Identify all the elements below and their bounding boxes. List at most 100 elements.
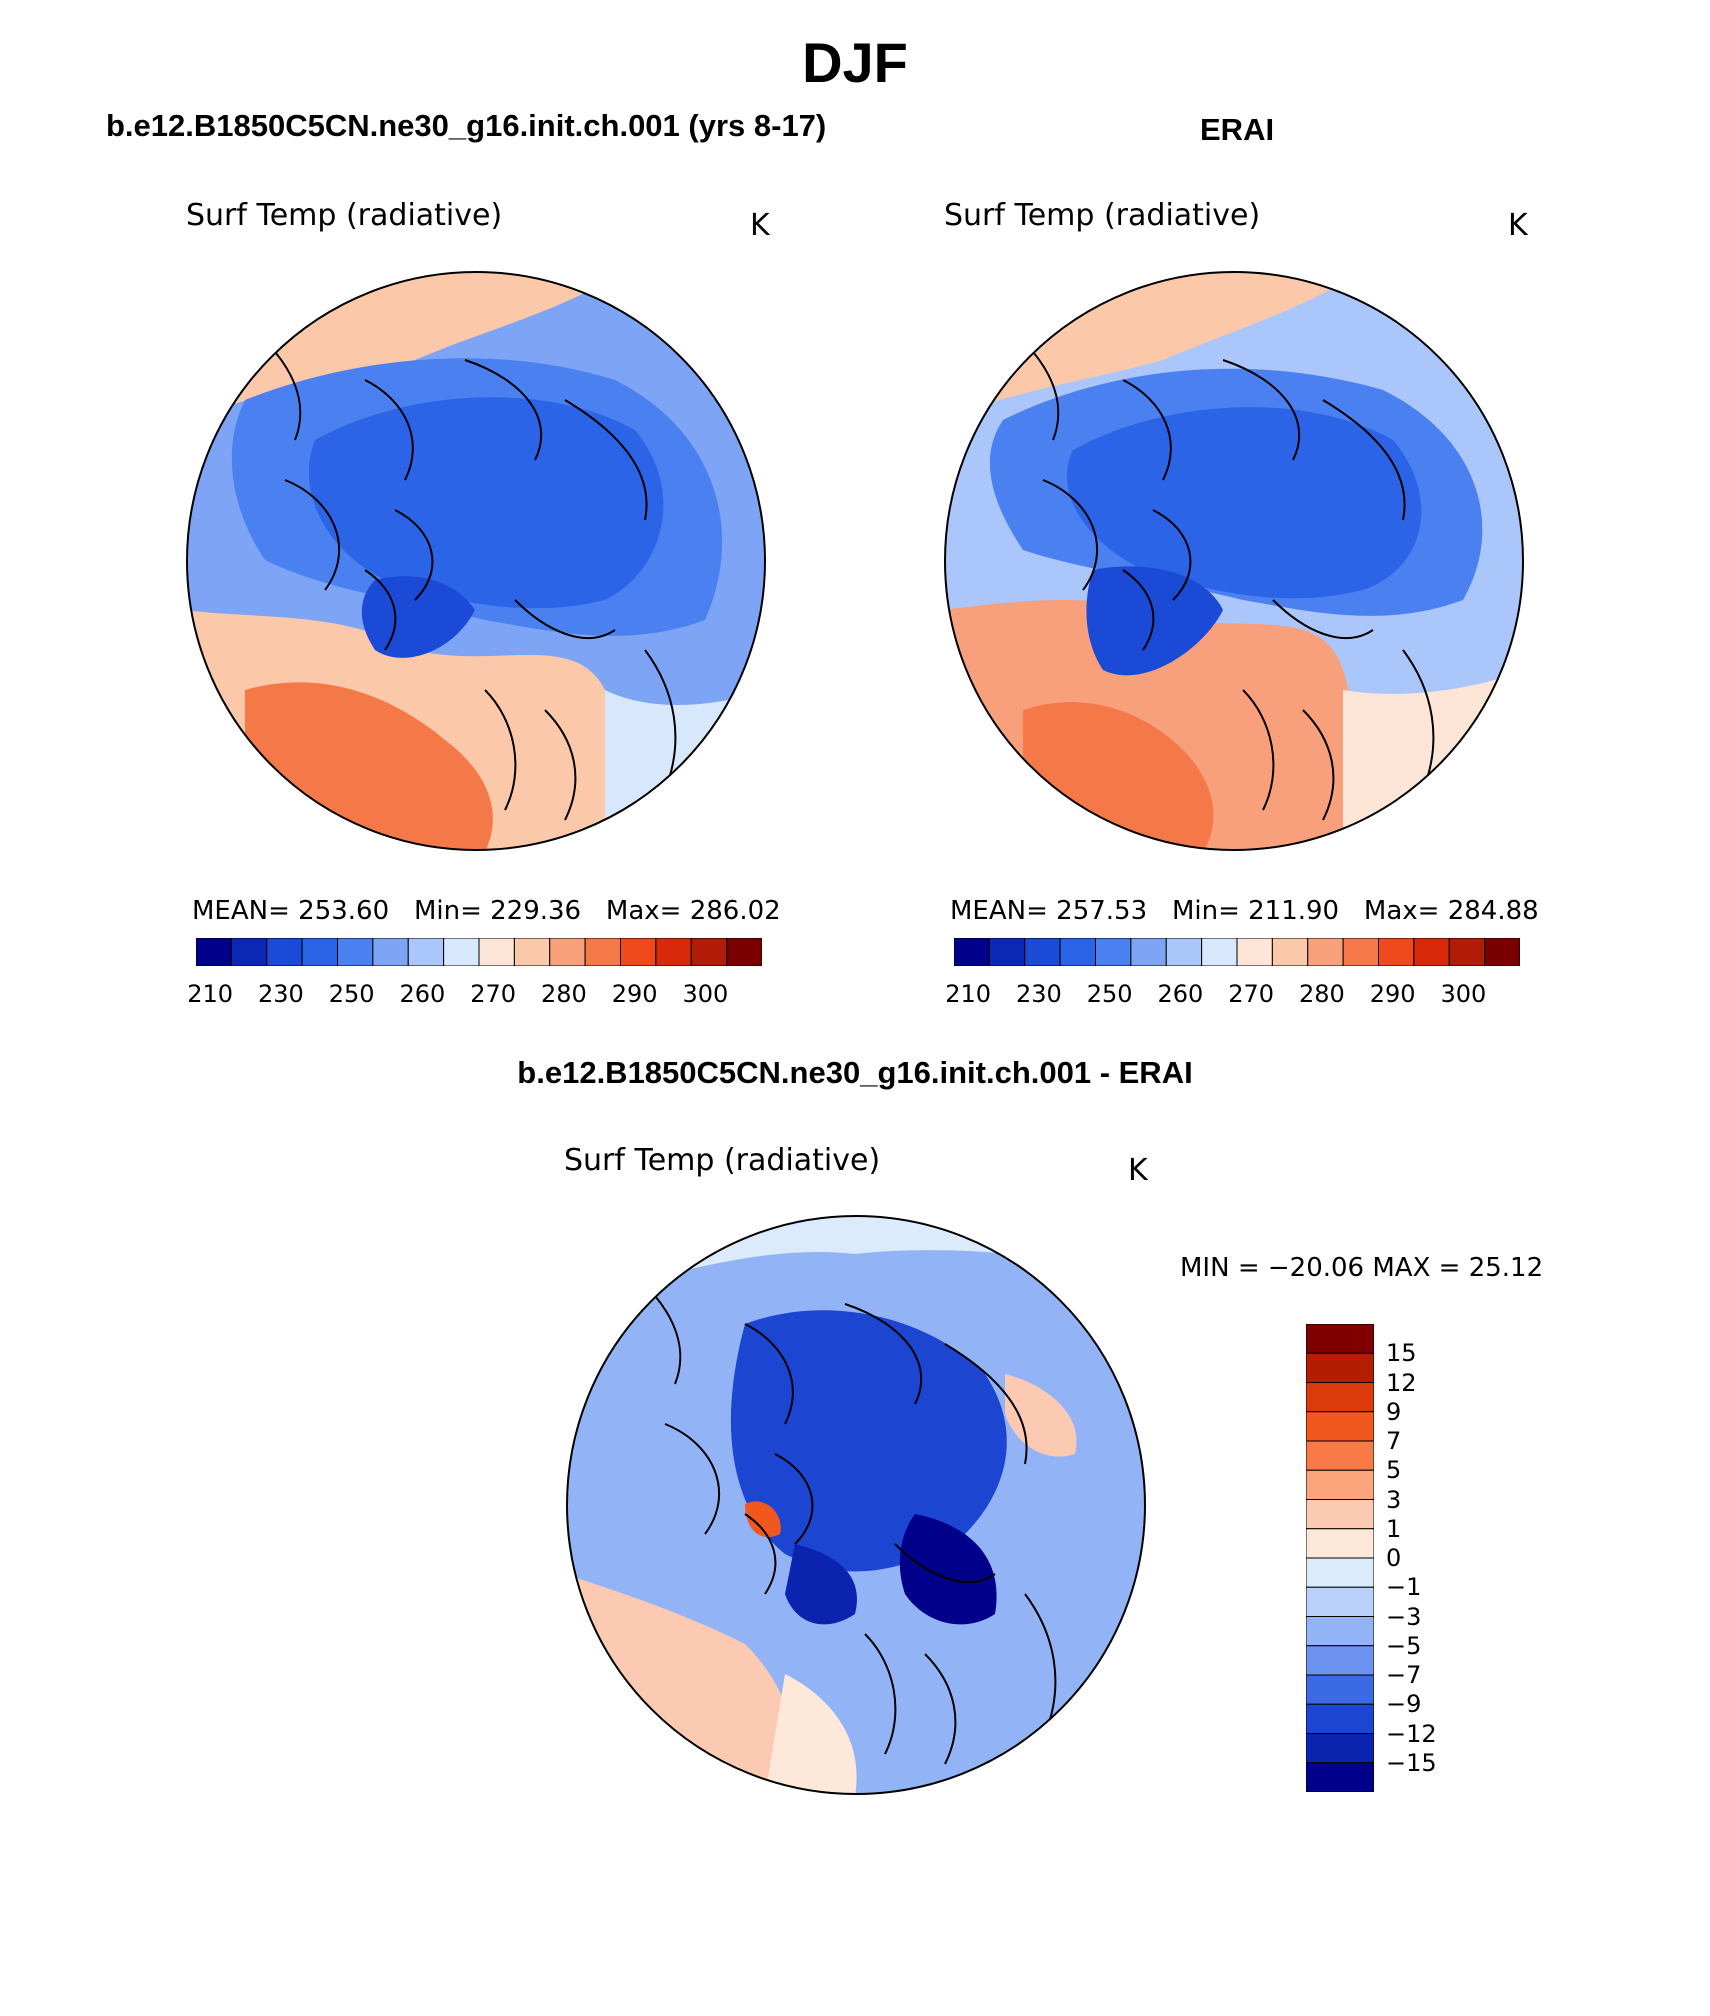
diff-colorbar-swatch — [1306, 1703, 1374, 1734]
colorbar-tick-label: 260 — [399, 980, 446, 1008]
panel1-colorbar — [196, 938, 762, 966]
diff-colorbar-swatch — [1306, 1762, 1374, 1792]
panel2-stats: MEAN= 257.53 Min= 211.90 Max= 284.88 — [950, 896, 1539, 926]
panel3-barents-cold — [899, 1514, 997, 1625]
panel3-arctic-cold — [730, 1310, 1007, 1572]
diff-colorbar-swatch — [1306, 1645, 1374, 1676]
colorbar-swatch — [620, 938, 657, 966]
diff-colorbar-swatch — [1306, 1733, 1374, 1764]
diff-colorbar-tick-label: 15 — [1386, 1339, 1417, 1368]
diff-colorbar-swatch — [1306, 1557, 1374, 1588]
panel2-variable-title: Surf Temp (radiative) — [944, 198, 1261, 233]
colorbar-swatch — [584, 938, 621, 966]
colorbar-tick-label: 280 — [1298, 980, 1345, 1008]
panel3-variable-title: Surf Temp (radiative) — [564, 1143, 881, 1178]
panel2-colorbar — [954, 938, 1520, 966]
diff-colorbar-tick-label: 0 — [1386, 1544, 1402, 1572]
panel1-polar-map — [186, 271, 766, 851]
panel3-polar-map — [566, 1215, 1146, 1795]
colorbar-swatch — [196, 938, 232, 966]
panel1-variable-title: Surf Temp (radiative) — [186, 198, 503, 233]
diff-colorbar-swatch — [1306, 1586, 1374, 1617]
colorbar-swatch — [443, 938, 480, 966]
colorbar-tick-label: 230 — [257, 980, 304, 1008]
panel1-mean-value: 253.60 — [298, 896, 390, 926]
panel1-colorbar-labels: 210 230 250 260 270 280 290 300 — [187, 980, 762, 1010]
diff-colorbar-swatch — [1306, 1674, 1374, 1705]
panel3-map-border — [566, 1215, 1146, 1795]
diff-colorbar-tick-label: −1 — [1386, 1573, 1422, 1602]
panel3-colorbar-labels: 15 12 9 7 5 3 1 0 −1 −3 −5 −7 −9 −12 −15 — [1386, 1324, 1456, 1792]
panel2-greenland — [1086, 566, 1223, 676]
colorbar-tick-label: 270 — [470, 980, 517, 1008]
panel2-polar-map — [944, 271, 1524, 851]
colorbar-swatch — [988, 938, 1026, 966]
colorbar-swatch — [266, 938, 303, 966]
colorbar-swatch — [1342, 938, 1379, 966]
colorbar-swatch — [549, 938, 586, 966]
colorbar-tick-label: 250 — [328, 980, 375, 1008]
panel3-siberia-warm-patch — [1005, 1374, 1077, 1457]
diff-colorbar-tick-label: −5 — [1386, 1631, 1422, 1660]
colorbar-swatch — [1413, 938, 1450, 966]
colorbar-swatch — [1271, 938, 1309, 966]
diff-colorbar-tick-label: −12 — [1386, 1719, 1437, 1748]
panel2-max-label: Max= — [1363, 896, 1440, 926]
panel1-max-label: Max= — [605, 896, 682, 926]
colorbar-swatch — [690, 938, 728, 966]
colorbar-swatch — [1165, 938, 1203, 966]
colorbar-tick-label: 230 — [1015, 980, 1062, 1008]
colorbar-swatch — [1024, 938, 1061, 966]
panel1-min-value: 229.36 — [490, 896, 582, 926]
diff-colorbar-tick-label: −3 — [1386, 1602, 1422, 1631]
colorbar-tick-label: 300 — [1440, 980, 1487, 1008]
colorbar-swatch — [1059, 938, 1096, 966]
panel2-max-value: 284.88 — [1447, 896, 1539, 926]
panel3-greenland-hot-patch — [745, 1501, 781, 1538]
panel1-case-title: b.e12.B1850C5CN.ne30_g16.init.ch.001 (yr… — [106, 108, 827, 143]
colorbar-swatch — [301, 938, 338, 966]
panel3-fram-cold — [785, 1544, 857, 1625]
colorbar-swatch — [478, 938, 515, 966]
panel1-max-value: 286.02 — [689, 896, 781, 926]
colorbar-swatch — [1201, 938, 1238, 966]
panel2-ice-core — [1066, 407, 1422, 599]
colorbar-swatch — [1130, 938, 1167, 966]
panel3-nordic-mild — [765, 1674, 857, 1794]
panel1-stats: MEAN= 253.60 Min= 229.36 Max= 286.02 — [192, 896, 781, 926]
panel1-mean-label: MEAN= — [192, 896, 290, 926]
colorbar-swatch — [337, 938, 374, 966]
colorbar-swatch — [655, 938, 692, 966]
colorbar-swatch — [372, 938, 409, 966]
diff-colorbar-swatch — [1306, 1440, 1374, 1471]
diff-colorbar-tick-label: 9 — [1386, 1397, 1402, 1426]
colorbar-tick-label: 270 — [1228, 980, 1275, 1008]
colorbar-swatch — [230, 938, 268, 966]
colorbar-swatch — [1484, 938, 1520, 966]
diff-colorbar-swatch — [1306, 1352, 1374, 1383]
panel1-map-border — [186, 271, 766, 851]
colorbar-swatch — [1307, 938, 1344, 966]
diff-colorbar-tick-label: −9 — [1386, 1690, 1422, 1719]
diff-colorbar-tick-label: 3 — [1386, 1485, 1402, 1514]
panel2-map-border — [944, 271, 1524, 851]
colorbar-tick-label: 290 — [611, 980, 658, 1008]
diff-colorbar-tick-label: −7 — [1386, 1661, 1422, 1689]
colorbar-swatch — [407, 938, 445, 966]
panel2-min-value: 211.90 — [1248, 896, 1340, 926]
diff-colorbar-swatch — [1306, 1469, 1374, 1500]
colorbar-swatch — [1236, 938, 1273, 966]
diff-colorbar-tick-label: 12 — [1386, 1368, 1417, 1397]
colorbar-swatch — [1448, 938, 1486, 966]
panel2-eurasia-mild — [1343, 670, 1523, 850]
panel1-coastlines — [224, 309, 677, 821]
colorbar-tick-label: 210 — [187, 980, 234, 1008]
panel2-coastlines — [982, 309, 1435, 821]
diff-colorbar-tick-label: −15 — [1386, 1748, 1437, 1777]
panel2-colorbar-labels: 210 230 250 260 270 280 290 300 — [945, 980, 1520, 1010]
panel1-min-label: Min= — [413, 896, 482, 926]
panel1-eurasia-cool — [605, 690, 765, 850]
panel2-mean-value: 257.53 — [1056, 896, 1148, 926]
panel3-colorbar — [1306, 1324, 1374, 1792]
diff-colorbar-swatch — [1306, 1616, 1374, 1647]
